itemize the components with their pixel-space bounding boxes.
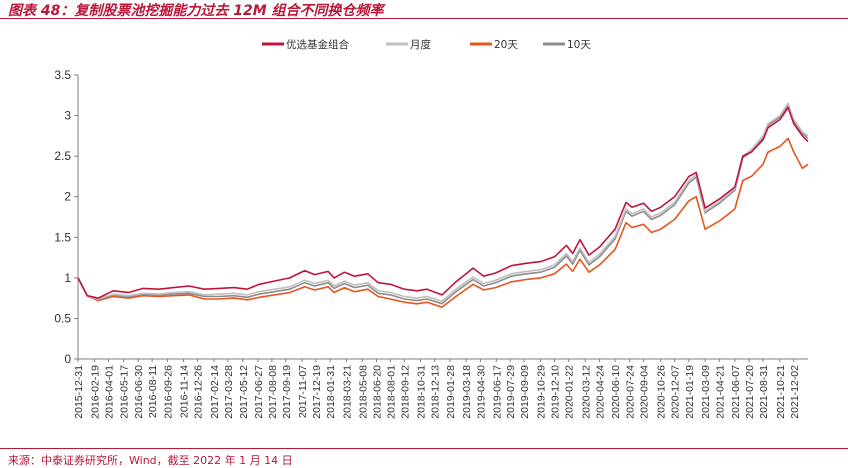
legend-label: 20天 xyxy=(494,39,518,51)
x-tick-label: 2017-03-28 xyxy=(223,365,235,419)
y-tick-label: 3 xyxy=(64,109,71,123)
x-tick-label: 2021-10-21 xyxy=(775,365,787,419)
x-tick-label: 2018-06-20 xyxy=(371,365,383,419)
series-line-0 xyxy=(77,106,809,299)
x-tick-label: 2018-12-13 xyxy=(430,365,442,419)
x-tick-label: 2019-09-09 xyxy=(519,365,531,419)
x-tick-label: 2019-01-28 xyxy=(445,365,457,419)
x-tick-label: 2015-12-31 xyxy=(73,365,85,419)
x-tick-label: 2019-07-29 xyxy=(505,365,517,419)
y-tick-label: 3.5 xyxy=(54,68,71,82)
series-line-1 xyxy=(77,102,809,303)
x-tick-label: 2018-10-31 xyxy=(415,365,427,419)
x-tick-label: 2017-06-27 xyxy=(253,365,265,419)
x-tick-label: 2016-12-26 xyxy=(192,365,204,419)
x-tick-label: 2016-08-11 xyxy=(147,365,159,418)
y-tick-label: 2 xyxy=(64,190,71,204)
x-tick-label: 2020-09-04 xyxy=(639,365,651,419)
y-tick-label: 0.5 xyxy=(54,311,71,325)
legend-label: 优选基金组合 xyxy=(286,38,349,51)
x-tick-label: 2016-06-30 xyxy=(133,365,145,419)
x-tick-label: 2016-09-26 xyxy=(162,365,174,419)
x-tick-label: 2021-08-31 xyxy=(758,365,770,419)
series-line-3 xyxy=(77,105,809,305)
x-tick-label: 2017-12-19 xyxy=(311,365,323,419)
x-tick-label: 2019-04-30 xyxy=(475,365,487,419)
y-tick-label: 1.5 xyxy=(54,230,71,244)
x-tick-label: 2017-09-19 xyxy=(281,365,293,419)
series-lines xyxy=(77,102,809,308)
x-tick-label: 2016-04-01 xyxy=(103,365,115,419)
y-tick-label: 2.5 xyxy=(54,149,71,163)
x-tick-label: 2017-05-12 xyxy=(238,365,250,419)
x-tick-label: 2019-03-18 xyxy=(461,365,473,419)
x-tick-label: 2017-02-14 xyxy=(209,365,221,419)
x-tick-label: 2021-04-21 xyxy=(714,365,726,419)
chart-title: 图表 48：复制股票池挖掘能力过去 12M 组合不同换仓频率 xyxy=(8,3,384,19)
x-tick-label: 2016-05-17 xyxy=(119,365,131,419)
x-tick-label: 2018-05-08 xyxy=(357,365,369,419)
legend-label: 月度 xyxy=(410,38,431,51)
x-tick-label: 2020-04-24 xyxy=(595,365,607,419)
x-tick-label: 2020-10-26 xyxy=(656,365,668,419)
source-note: 来源：中泰证券研究所，Wind，截至 2022 年 1 月 14 日 xyxy=(8,454,293,467)
x-tick-label: 2016-02-19 xyxy=(90,365,102,419)
x-tick-label: 2020-03-12 xyxy=(580,365,592,419)
x-tick-label: 2017-11-07 xyxy=(297,365,309,418)
x-tick-label: 2018-09-12 xyxy=(399,365,411,419)
y-tick-label: 0 xyxy=(64,352,71,366)
x-tick-label: 2021-07-20 xyxy=(744,365,756,419)
x-tick-label: 2021-03-09 xyxy=(700,365,712,419)
x-tick-label: 2021-01-19 xyxy=(684,365,696,419)
title-divider xyxy=(0,18,848,19)
x-tick-label: 2020-06-10 xyxy=(610,365,622,419)
series-line-2 xyxy=(77,137,809,308)
x-tick-label: 2020-01-22 xyxy=(564,365,576,419)
legend-label: 10天 xyxy=(567,39,591,51)
x-tick-label: 2020-12-07 xyxy=(670,365,682,419)
x-tick-label: 2017-08-08 xyxy=(267,365,279,419)
x-tick-label: 2021-06-07 xyxy=(730,365,742,419)
x-tick-label: 2018-03-21 xyxy=(341,365,353,419)
x-axis: 2015-12-31 2016-02-19 2016-04-01 2016-05-17… xyxy=(73,358,808,419)
x-tick-label: 2020-07-24 xyxy=(625,365,637,419)
x-tick-label: 2019-06-17 xyxy=(491,365,503,419)
x-tick-label: 2021-12-02 xyxy=(789,365,801,419)
x-tick-label: 2019-12-10 xyxy=(550,365,562,419)
legend: 优选基金组合 月度 20天 10天 xyxy=(262,38,591,51)
x-tick-label: 2018-08-01 xyxy=(385,365,397,419)
x-tick-label: 2016-11-14 xyxy=(179,365,191,418)
footer-divider xyxy=(0,448,848,449)
y-axis: 0 0.5 1 1.5 2 2.5 3 3.5 xyxy=(54,68,79,366)
y-tick-label: 1 xyxy=(64,271,71,285)
x-tick-label: 2018-01-31 xyxy=(325,365,337,419)
x-tick-label: 2019-10-29 xyxy=(536,365,548,419)
